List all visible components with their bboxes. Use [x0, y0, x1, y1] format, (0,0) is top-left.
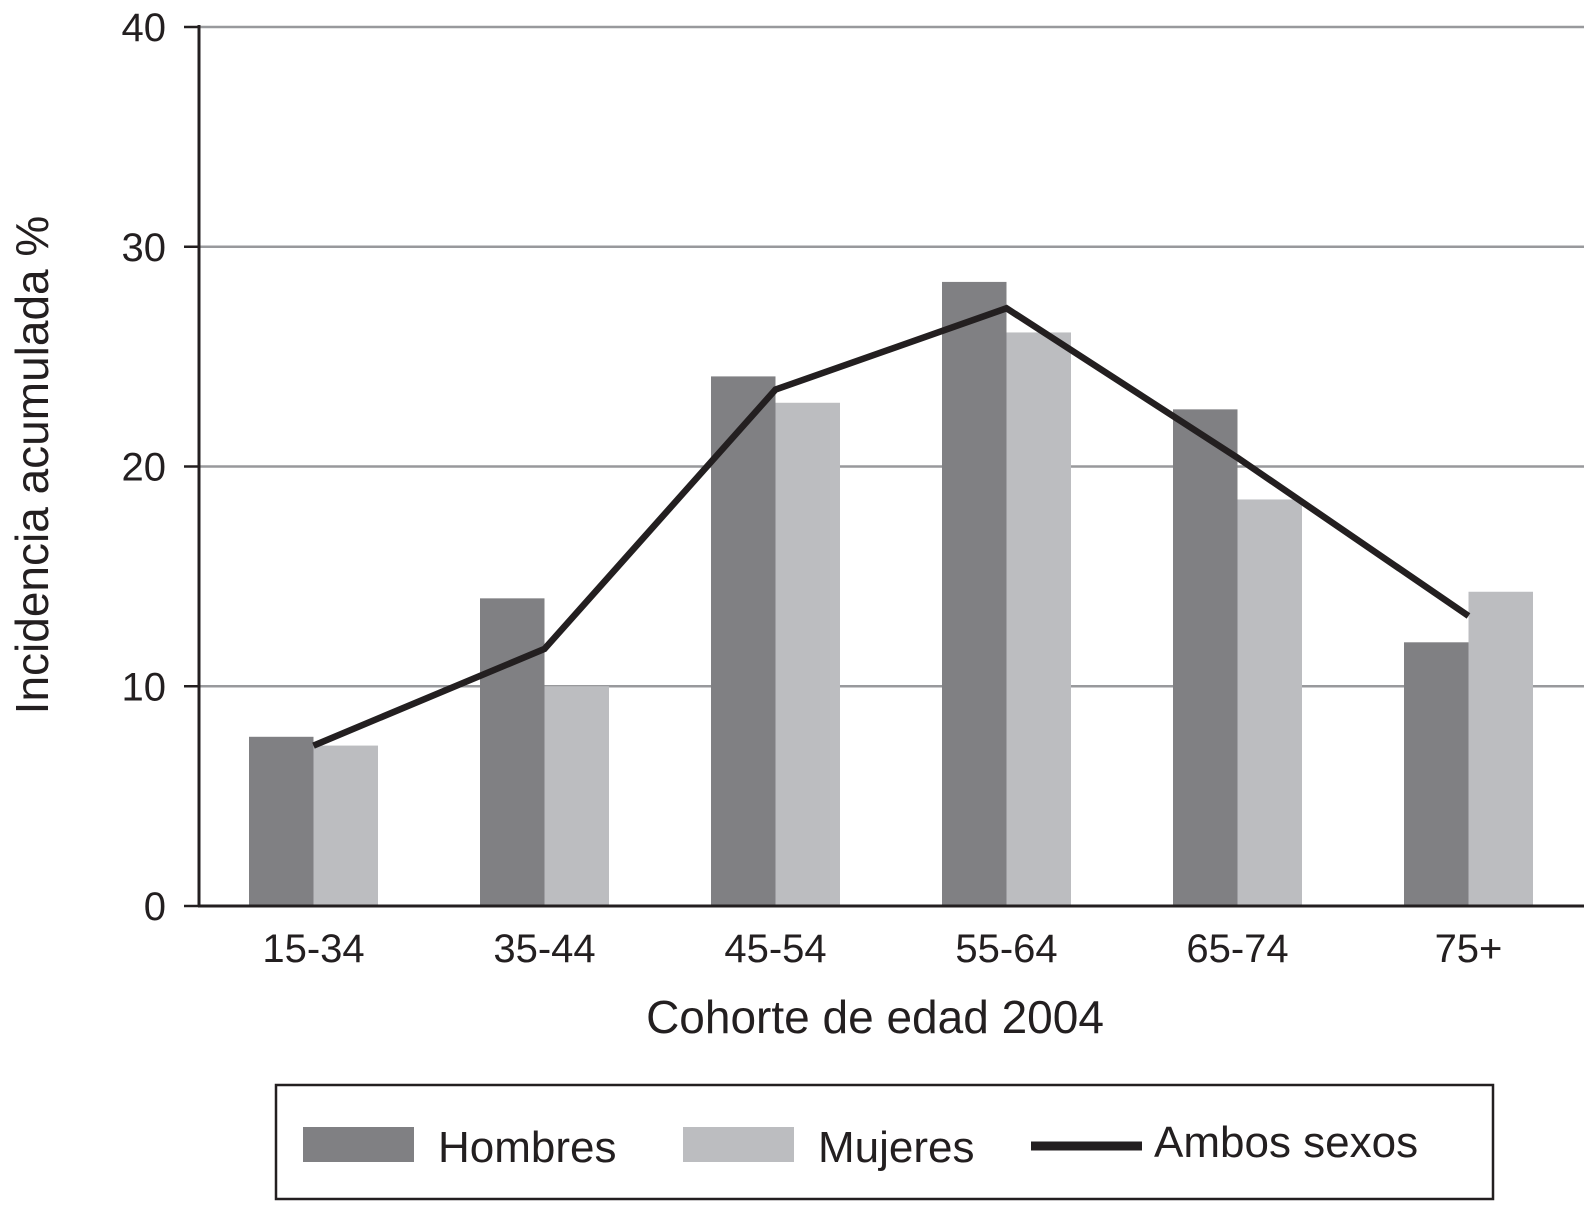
x-tick-label-15-34: 15-34	[262, 927, 364, 971]
legend-label-ambos-sexos: Ambos sexos	[1154, 1118, 1418, 1167]
legend-label-mujeres: Mujeres	[818, 1123, 975, 1172]
legend: Hombres Mujeres Ambos sexos	[276, 1085, 1493, 1199]
bar-hombres-65-74	[1173, 409, 1238, 906]
x-tick-label-75+: 75+	[1435, 927, 1503, 971]
bar-mujeres-55-64	[1007, 332, 1072, 906]
legend-label-hombres: Hombres	[438, 1123, 617, 1172]
bars-layer	[249, 282, 1533, 906]
y-tick-label-20: 20	[122, 446, 167, 490]
y-tick-label-10: 10	[122, 665, 167, 709]
bar-mujeres-15-34	[314, 746, 379, 906]
y-axis-title: Incidencia acumulada %	[6, 216, 58, 715]
bar-mujeres-35-44	[545, 686, 610, 906]
bar-mujeres-65-74	[1238, 499, 1303, 906]
bar-mujeres-45-54	[776, 403, 841, 906]
legend-swatch-hombres	[303, 1127, 414, 1162]
legend-swatch-mujeres	[683, 1127, 794, 1162]
y-tick-label-30: 30	[122, 226, 167, 270]
x-tick-label-65-74: 65-74	[1186, 927, 1288, 971]
y-tick-label-0: 0	[144, 885, 166, 929]
x-axis-title: Cohorte de edad 2004	[646, 991, 1104, 1043]
bar-hombres-35-44	[480, 598, 545, 906]
y-tick-label-40: 40	[122, 6, 167, 50]
x-tick-label-35-44: 35-44	[493, 927, 595, 971]
bar-hombres-75+	[1404, 642, 1469, 906]
x-tick-label-45-54: 45-54	[724, 927, 826, 971]
bar-hombres-55-64	[942, 282, 1007, 906]
x-tick-label-55-64: 55-64	[955, 927, 1057, 971]
grid-layer	[199, 27, 1584, 686]
bar-hombres-15-34	[249, 737, 314, 906]
bar-mujeres-75+	[1469, 592, 1534, 906]
